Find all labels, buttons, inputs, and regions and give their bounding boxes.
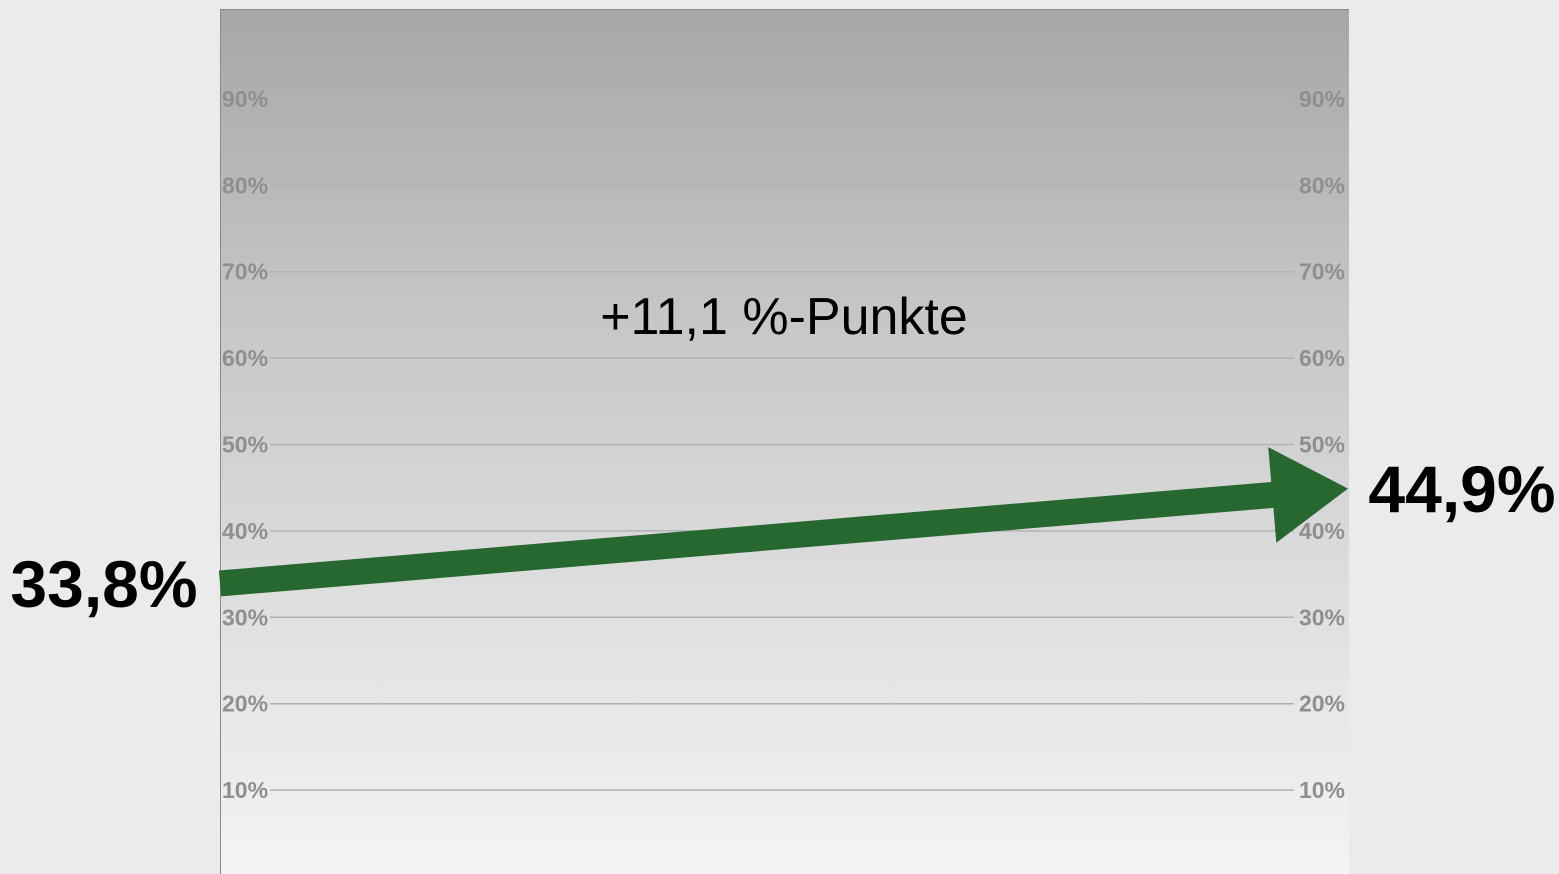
y-tick-left-60: 60% [222, 345, 268, 371]
plot-area [220, 9, 1349, 874]
y-tick-right-70: 70% [1299, 259, 1345, 285]
y-tick-left-50: 50% [222, 432, 268, 458]
gridlines [270, 98, 1294, 791]
trend-arrow [218, 447, 1348, 597]
y-tick-left-80: 80% [222, 172, 268, 198]
y-tick-left-20: 20% [222, 691, 268, 717]
y-tick-right-20: 20% [1299, 691, 1345, 717]
y-tick-left-30: 30% [222, 604, 268, 630]
y-tick-right-90: 90% [1299, 86, 1345, 112]
y-tick-right-40: 40% [1299, 518, 1345, 544]
start-value-label: 33,8% [10, 547, 197, 621]
change-annotation: +11,1 %-Punkte [600, 288, 968, 346]
series-arrow [218, 447, 1348, 597]
y-tick-right-80: 80% [1299, 172, 1345, 198]
y-tick-left-10: 10% [222, 777, 268, 803]
y-tick-left-90: 90% [222, 86, 268, 112]
y-tick-right-60: 60% [1299, 345, 1345, 371]
y-tick-right-30: 30% [1299, 604, 1345, 630]
y-tick-left-40: 40% [222, 518, 268, 544]
end-value-label: 44,9% [1368, 452, 1555, 526]
y-tick-right-50: 50% [1299, 432, 1345, 458]
y-tick-labels: 10% 10% 20% 20% 30% 30% 40% 40% 50% 50% 60% 60% 70% 7… [222, 86, 1345, 803]
y-tick-right-10: 10% [1299, 777, 1345, 803]
y-tick-left-70: 70% [222, 259, 268, 285]
